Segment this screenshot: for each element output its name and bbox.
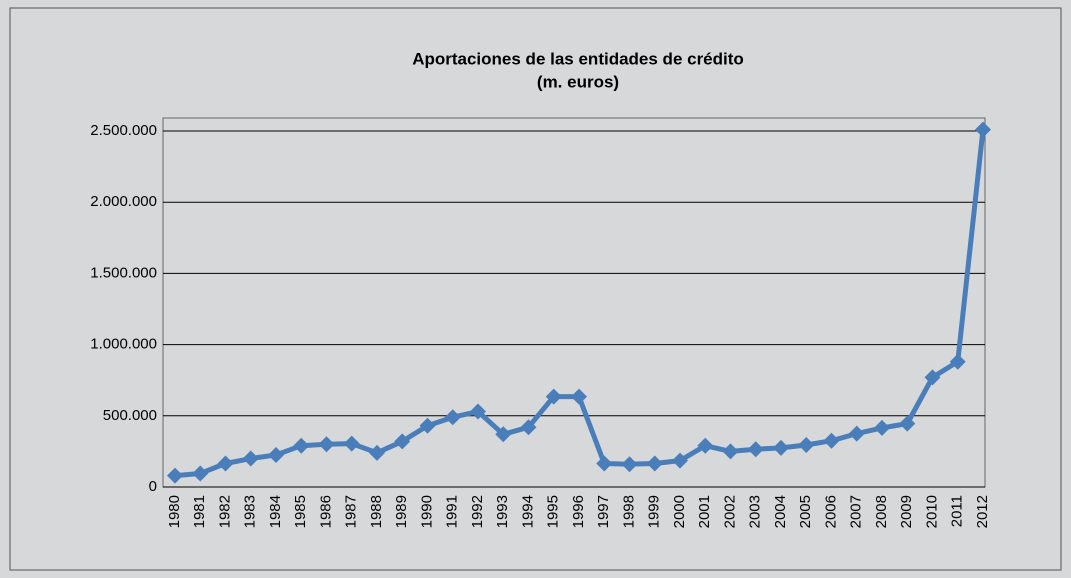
x-tick-label: 1990 <box>418 495 435 528</box>
x-tick-label: 1986 <box>317 495 334 528</box>
data-marker <box>242 450 259 467</box>
data-marker <box>899 415 916 432</box>
x-tick-label: 2002 <box>721 495 738 528</box>
x-tick-label: 1992 <box>469 495 486 528</box>
data-marker <box>394 433 411 450</box>
y-tick-label: 0 <box>149 478 157 495</box>
data-marker <box>293 437 310 454</box>
x-tick-label: 2000 <box>671 495 688 528</box>
x-tick-label: 1985 <box>292 495 309 528</box>
x-tick-label: 2008 <box>873 495 890 528</box>
data-marker <box>318 436 335 453</box>
y-tick-label: 2.000.000 <box>90 193 157 210</box>
x-tick-label: 1989 <box>393 495 410 528</box>
data-marker <box>646 455 663 472</box>
chart-frame <box>9 7 1062 571</box>
data-marker <box>949 353 966 370</box>
x-tick-label: 1980 <box>166 495 183 528</box>
data-marker <box>621 456 638 473</box>
data-marker <box>596 455 613 472</box>
y-tick-label: 2.500.000 <box>90 122 157 139</box>
data-marker <box>192 465 209 482</box>
x-tick-label: 1983 <box>242 495 259 528</box>
x-tick-label: 1997 <box>595 495 612 528</box>
x-tick-label: 1982 <box>216 495 233 528</box>
data-marker <box>697 437 714 454</box>
x-tick-label: 1981 <box>191 495 208 528</box>
data-marker <box>848 425 865 442</box>
data-marker <box>571 388 587 405</box>
data-marker <box>520 419 537 436</box>
data-marker <box>217 455 234 472</box>
data-marker <box>924 369 941 386</box>
x-tick-label: 1991 <box>444 495 461 528</box>
data-marker <box>747 441 764 458</box>
y-tick-label: 1.500.000 <box>90 264 157 281</box>
x-tick-label: 2009 <box>898 495 915 528</box>
data-marker <box>268 446 284 463</box>
x-tick-label: 1998 <box>620 495 637 528</box>
x-tick-label: 2010 <box>923 495 940 528</box>
data-marker <box>495 426 512 443</box>
data-marker <box>773 439 789 456</box>
x-tick-label: 2001 <box>696 495 713 528</box>
x-tick-label: 1996 <box>570 495 587 528</box>
x-tick-label: 1999 <box>646 495 663 528</box>
chart-subtitle: (m. euros) <box>537 72 619 91</box>
x-tick-label: 1993 <box>494 495 511 528</box>
x-tick-label: 2004 <box>772 495 789 528</box>
x-tick-label: 1987 <box>343 495 360 528</box>
x-tick-label: 1994 <box>519 495 536 528</box>
x-tick-label: 2011 <box>949 495 966 527</box>
data-marker <box>975 121 991 138</box>
y-tick-label: 500.000 <box>103 407 157 424</box>
data-marker <box>823 432 840 449</box>
data-marker <box>419 417 436 434</box>
x-tick-label: 2006 <box>822 495 839 528</box>
x-tick-label: 1995 <box>545 495 562 528</box>
chart-title: Aportaciones de las entidades de crédito <box>412 49 744 68</box>
y-tick-label: 1.000.000 <box>90 336 157 353</box>
x-tick-label: 2003 <box>747 495 764 528</box>
x-tick-label: 2012 <box>974 495 991 528</box>
data-marker <box>343 435 360 452</box>
data-marker <box>167 467 183 484</box>
data-marker <box>874 419 890 436</box>
data-marker <box>722 443 739 460</box>
x-tick-label: 1988 <box>368 495 385 528</box>
data-marker <box>672 452 688 469</box>
x-tick-label: 2007 <box>848 495 865 528</box>
data-marker <box>369 444 385 461</box>
x-tick-label: 1984 <box>267 495 284 528</box>
data-marker <box>444 409 461 426</box>
x-tick-label: 2005 <box>797 495 814 528</box>
data-marker <box>798 436 815 453</box>
data-marker <box>545 388 562 405</box>
data-marker <box>470 403 486 420</box>
